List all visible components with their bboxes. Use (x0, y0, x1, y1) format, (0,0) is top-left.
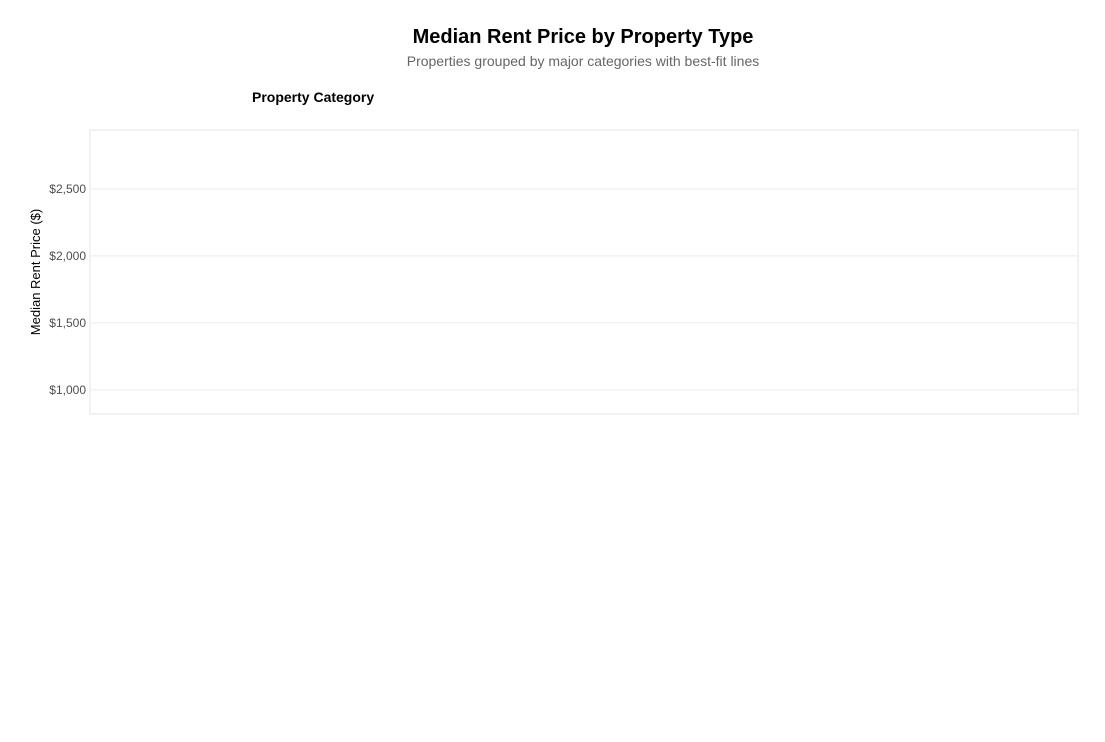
plot-panel (89, 129, 1079, 415)
chart-subtitle: Properties grouped by major categories w… (407, 53, 760, 69)
y-tick-label: $2,500 (49, 182, 86, 196)
legend-title: Property Category (252, 89, 374, 105)
y-axis-title: Median Rent Price ($) (28, 209, 43, 335)
y-tick-label: $1,000 (49, 383, 86, 397)
y-tick-label: $1,500 (49, 316, 86, 330)
y-tick-label: $2,000 (49, 249, 86, 263)
chart-title: Median Rent Price by Property Type (413, 26, 754, 48)
